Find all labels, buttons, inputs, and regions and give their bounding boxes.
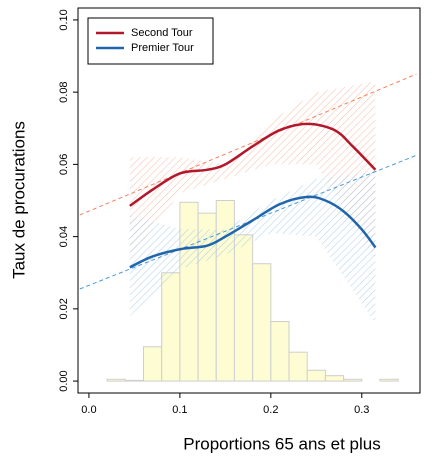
histogram-bar — [124, 379, 144, 382]
x-tick-label: 0.2 — [263, 404, 278, 416]
legend-label: Second Tour — [131, 27, 193, 39]
histogram-bar — [233, 234, 254, 382]
histogram-bar — [179, 201, 199, 382]
histogram-bar — [288, 351, 308, 382]
x-tick-label: 0.0 — [81, 404, 96, 416]
y-tick-label: 0.08 — [58, 81, 70, 102]
legend-label: Premier Tour — [131, 42, 194, 54]
line-series — [129, 195, 377, 269]
histogram-bar — [270, 320, 290, 382]
y-tick-label: 0.10 — [58, 9, 70, 30]
confidence-band — [129, 171, 376, 324]
histogram-bar — [306, 369, 326, 382]
histogram-bar — [343, 378, 363, 382]
trend-line — [79, 73, 417, 216]
histogram-bar — [379, 378, 399, 382]
legend-box — [87, 17, 214, 65]
y-axis-label: Taux de procurations — [9, 121, 28, 279]
histogram-bar — [106, 378, 126, 382]
histogram-bar — [142, 346, 163, 382]
y-tick-label: 0.02 — [58, 298, 70, 319]
x-tick-label: 0.1 — [172, 404, 187, 416]
y-tick-label: 0.04 — [58, 226, 70, 247]
confidence-band — [129, 81, 376, 259]
y-tick-label: 0.00 — [58, 370, 70, 391]
plot-frame — [77, 7, 421, 394]
trend-line — [79, 154, 417, 290]
y-tick-label: 0.06 — [58, 154, 70, 175]
histogram-bar — [252, 263, 272, 382]
x-axis-label: Proportions 65 ans et plus — [183, 434, 381, 453]
histogram-bar — [324, 375, 345, 382]
line-series — [129, 122, 377, 207]
histogram-bar — [161, 272, 181, 382]
x-tick-label: 0.3 — [354, 404, 369, 416]
